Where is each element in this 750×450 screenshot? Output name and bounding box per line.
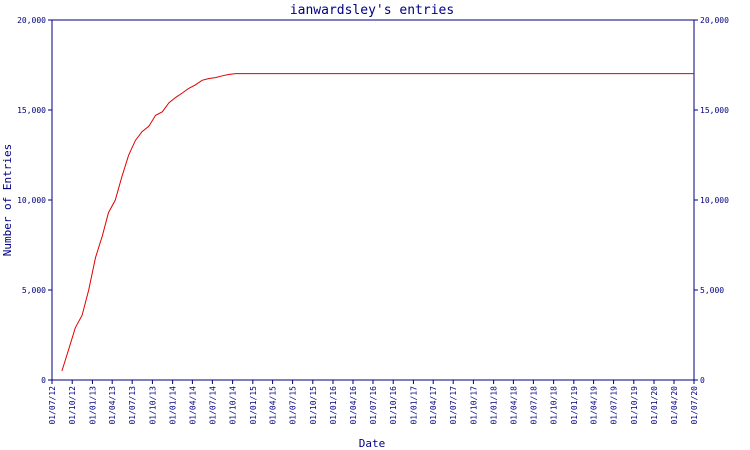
y-tick-label-right: 10,000 bbox=[700, 196, 729, 205]
y-tick-label-left: 15,000 bbox=[17, 106, 46, 115]
x-tick-label: 01/10/18 bbox=[550, 386, 559, 425]
x-axis: 01/07/12 01/10/12 01/01/13 01/04/13 01/07/13… bbox=[48, 380, 699, 425]
x-tick-label: 01/01/18 bbox=[490, 386, 499, 425]
y-tick-label-left: 5,000 bbox=[22, 286, 46, 295]
y-axis-label: Number of Entries bbox=[1, 144, 14, 257]
x-tick-label: 01/10/12 bbox=[68, 386, 77, 425]
x-tick-label: 01/10/15 bbox=[309, 386, 318, 425]
series-line bbox=[61, 73, 694, 372]
x-tick-label: 01/07/17 bbox=[449, 386, 458, 425]
x-tick-label: 01/10/19 bbox=[630, 386, 639, 425]
x-tick-label: 01/01/17 bbox=[409, 386, 418, 425]
x-tick-label: 01/04/19 bbox=[590, 386, 599, 425]
x-tick-label: 01/07/19 bbox=[610, 386, 619, 425]
y-axis-left: 0 5,000 10,000 15,000 20,000 bbox=[17, 16, 52, 385]
x-tick-label: 01/01/16 bbox=[329, 386, 338, 425]
x-tick-label: 01/07/12 bbox=[48, 386, 57, 425]
x-tick-label: 01/10/14 bbox=[229, 386, 238, 425]
y-tick-label-right: 0 bbox=[700, 376, 705, 385]
x-tick-label: 01/01/13 bbox=[88, 386, 97, 425]
x-axis-label: Date bbox=[359, 437, 386, 450]
x-tick-label: 01/07/20 bbox=[690, 386, 699, 425]
series-group bbox=[61, 73, 694, 372]
x-tick-label: 01/10/16 bbox=[389, 386, 398, 425]
x-tick-label: 01/10/13 bbox=[148, 386, 157, 425]
x-tick-label: 01/04/18 bbox=[509, 386, 518, 425]
y-tick-label-left: 20,000 bbox=[17, 16, 46, 25]
chart-title: ianwardsley's entries bbox=[290, 3, 454, 18]
x-tick-label: 01/04/15 bbox=[269, 386, 278, 425]
y-tick-label-right: 20,000 bbox=[700, 16, 729, 25]
x-tick-label: 01/01/15 bbox=[249, 386, 258, 425]
x-tick-label: 01/01/20 bbox=[650, 386, 659, 425]
x-tick-label: 01/07/18 bbox=[529, 386, 538, 425]
x-tick-label: 01/04/16 bbox=[349, 386, 358, 425]
x-tick-label: 01/07/15 bbox=[289, 386, 298, 425]
x-tick-label: 01/01/19 bbox=[570, 386, 579, 425]
y-tick-label-right: 15,000 bbox=[700, 106, 729, 115]
x-tick-label: 01/04/20 bbox=[670, 386, 679, 425]
y-tick-label-left: 10,000 bbox=[17, 196, 46, 205]
y-axis-right: 0 5,000 10,000 15,000 20,000 bbox=[694, 16, 729, 385]
y-tick-label-left: 0 bbox=[41, 376, 46, 385]
y-tick-label-right: 5,000 bbox=[700, 286, 724, 295]
x-tick-label: 01/04/14 bbox=[188, 386, 197, 425]
x-tick-label: 01/07/16 bbox=[369, 386, 378, 425]
x-tick-label: 01/04/17 bbox=[429, 386, 438, 425]
x-tick-label: 01/04/13 bbox=[108, 386, 117, 425]
x-tick-label: 01/07/14 bbox=[208, 386, 217, 425]
x-tick-label: 01/10/17 bbox=[469, 386, 478, 425]
x-tick-label: 01/07/13 bbox=[128, 386, 137, 425]
x-tick-label: 01/01/14 bbox=[169, 386, 178, 425]
